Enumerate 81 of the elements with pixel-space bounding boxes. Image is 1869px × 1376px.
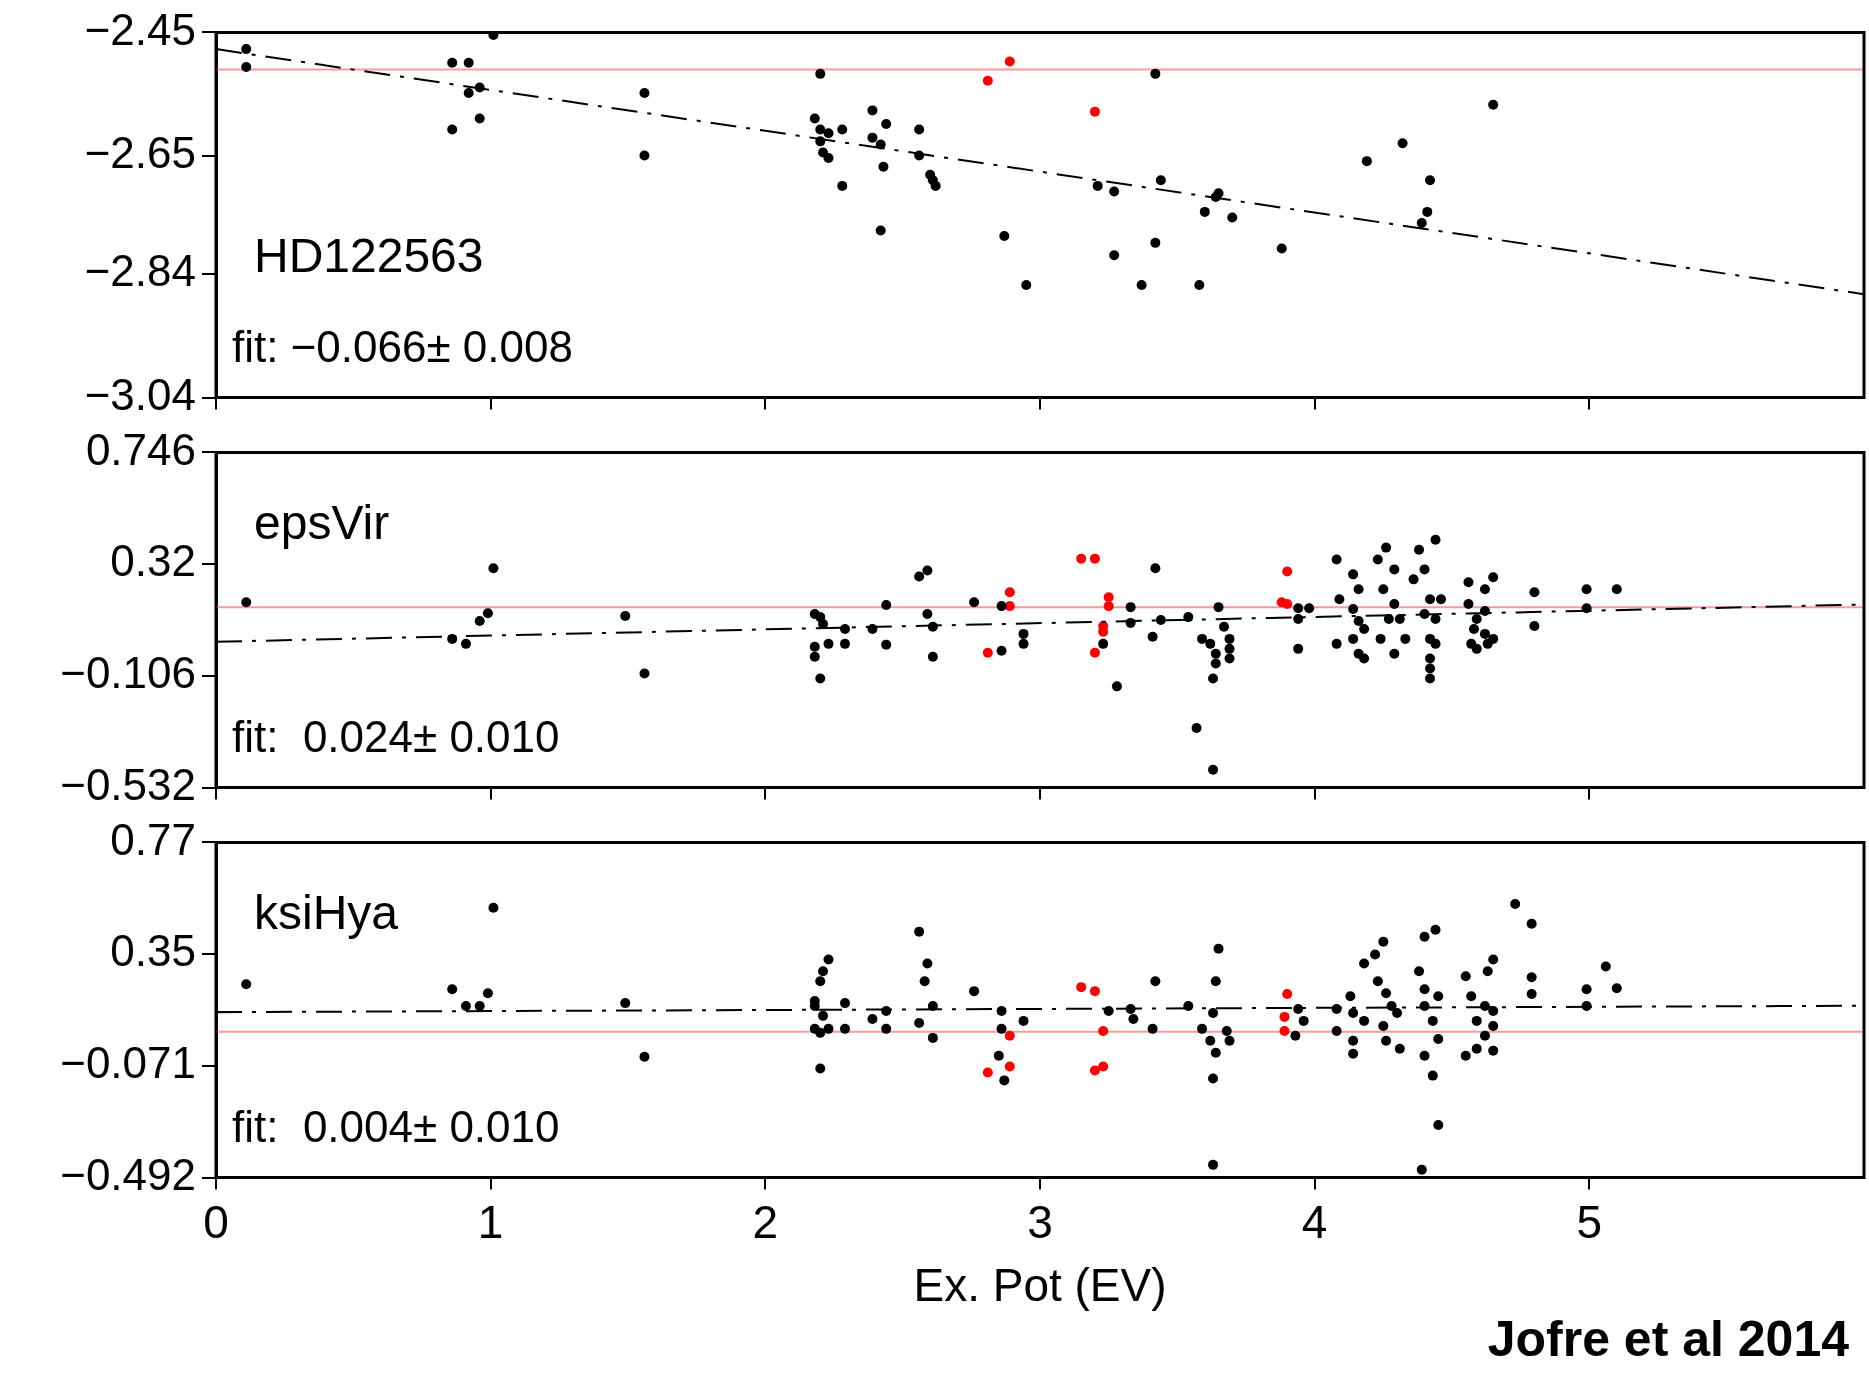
point — [1488, 99, 1499, 110]
point — [1194, 279, 1205, 290]
point — [982, 647, 993, 658]
x-tick-label: 4 — [1301, 1195, 1328, 1248]
y-tick-label: −0.532 — [60, 759, 196, 809]
x-tick-label: 2 — [752, 1195, 779, 1248]
point — [1109, 186, 1120, 197]
x-tick-label: 1 — [477, 1195, 504, 1248]
point — [1103, 592, 1114, 603]
y-tick-label: −2.65 — [84, 128, 196, 178]
point — [1089, 647, 1100, 658]
point — [1282, 599, 1293, 609]
point — [867, 105, 878, 116]
point — [837, 180, 848, 191]
point — [914, 124, 925, 135]
text: Jofre et al 2014 — [1487, 1310, 1849, 1368]
point — [474, 113, 485, 124]
y-tick-label: −3.04 — [84, 369, 196, 419]
point — [1282, 566, 1293, 577]
point — [1136, 279, 1147, 290]
point — [639, 150, 650, 161]
point — [1092, 180, 1103, 191]
y-tick-label: −2.45 — [84, 4, 196, 54]
point — [1416, 218, 1427, 229]
y-tick-label: −2.84 — [84, 245, 196, 295]
y-tick-label: 0.77 — [110, 814, 196, 864]
point — [815, 124, 826, 135]
point — [809, 113, 820, 124]
point — [823, 153, 834, 164]
y-tick-label: 0.746 — [85, 424, 196, 474]
x-tick-label: 0 — [203, 1195, 229, 1248]
y-tick-label: −0.106 — [60, 648, 196, 698]
annotation: fit: 0.024± 0.010 — [232, 711, 560, 761]
point — [982, 75, 993, 86]
point — [1397, 138, 1408, 149]
point — [930, 180, 941, 191]
point — [1004, 587, 1015, 598]
point — [447, 57, 458, 68]
point — [1103, 601, 1114, 612]
point — [241, 62, 252, 73]
y-tick-label: 0.32 — [110, 536, 196, 586]
annotation: ksiHya — [254, 886, 399, 940]
x-axis-title: Ex. Pot (EV) — [913, 1259, 1167, 1312]
point — [1089, 553, 1100, 564]
point — [881, 119, 892, 130]
annotation: fit: 0.004± 0.010 — [232, 1101, 560, 1151]
point — [639, 88, 650, 99]
point — [1361, 156, 1372, 167]
point — [1150, 237, 1161, 248]
point — [1004, 56, 1015, 67]
point — [1150, 68, 1161, 79]
point — [875, 225, 886, 236]
point — [1276, 243, 1287, 254]
x-tick-label: 5 — [1576, 1195, 1603, 1248]
annotation: fit: −0.066± 0.008 — [232, 321, 573, 371]
point — [1227, 212, 1238, 223]
point — [1076, 553, 1087, 564]
x-tick-label: 3 — [1027, 1195, 1053, 1248]
point — [837, 124, 848, 135]
annotation: epsVir — [254, 496, 390, 550]
point — [1089, 106, 1100, 117]
point — [1155, 175, 1166, 186]
point — [1422, 206, 1433, 217]
point — [463, 88, 474, 99]
point — [1021, 279, 1032, 290]
annotation: HD122563 — [254, 229, 484, 283]
point — [463, 57, 474, 68]
y-tick-label: 0.35 — [110, 926, 196, 976]
point — [1425, 175, 1436, 186]
y-tick-label: −0.071 — [60, 1037, 196, 1087]
point — [867, 132, 878, 143]
point — [1109, 250, 1120, 261]
point — [823, 128, 834, 139]
point — [241, 44, 252, 55]
point — [1004, 601, 1015, 612]
point — [999, 231, 1010, 242]
point — [815, 68, 826, 79]
point — [878, 161, 889, 172]
point — [447, 124, 458, 135]
y-tick-label: −0.492 — [60, 1149, 196, 1199]
point — [1199, 206, 1210, 217]
